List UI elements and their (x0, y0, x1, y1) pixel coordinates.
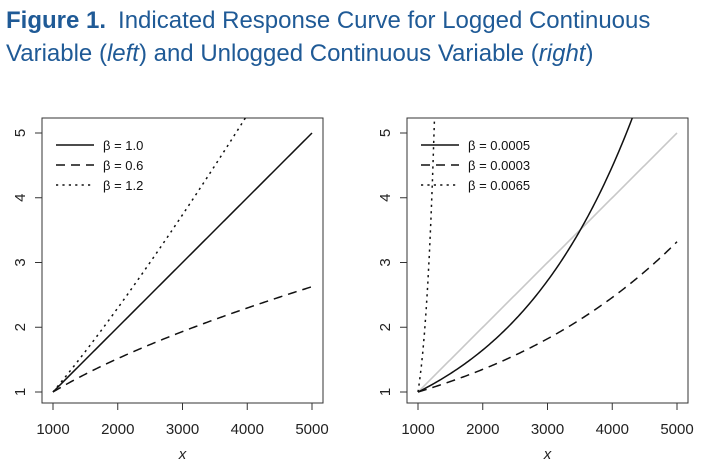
right-x-tick-label-3000: 3000 (531, 421, 564, 438)
left-y-tick-label-4: 4 (12, 194, 29, 202)
left-panel: 1000 2000 3000 4000 5000 1 2 3 4 5 x β = 1.0 β = 0.6… (12, 117, 329, 463)
left-y-tick-label-2: 2 (12, 323, 29, 331)
title-text-1: Indicated Response Curve for Logged Cont… (6, 7, 651, 67)
right-x-axis-label: x (543, 446, 552, 463)
left-y-tick-label-5: 5 (12, 129, 29, 137)
right-x-tick-label-5000: 5000 (660, 421, 693, 438)
right-x-tick-label-2000: 2000 (466, 421, 499, 438)
right-legend-label-dotted: β = 0.0065 (468, 178, 530, 193)
right-y-tick-label-5: 5 (377, 129, 394, 137)
left-x-axis-label: x (178, 446, 187, 463)
left-legend-label-solid: β = 1.0 (103, 138, 143, 153)
left-y-tick-label-3: 3 (12, 258, 29, 266)
left-legend-label-dotted: β = 1.2 (103, 178, 143, 193)
left-y-tick-label-1: 1 (12, 388, 29, 396)
right-x-tick-label-4000: 4000 (596, 421, 629, 438)
title-em-left: left (106, 40, 139, 67)
right-series-solid-line (417, 118, 634, 393)
right-y-tick-label-4: 4 (377, 194, 394, 202)
title-text-3: ) (585, 40, 594, 67)
left-x-tick-label-2000: 2000 (101, 421, 134, 438)
right-y-tick-label-1: 1 (377, 388, 394, 396)
right-series-dashed-line (417, 241, 678, 393)
right-legend-label-dashed: β = 0.0003 (468, 158, 530, 173)
figure-title: Figure 1. Indicated Response Curve for Lo… (6, 4, 706, 70)
right-y-tick-label-3: 3 (377, 258, 394, 266)
title-em-right: right (538, 40, 586, 67)
left-series-dotted-line (52, 118, 247, 393)
right-x-tick-label-1000: 1000 (401, 421, 434, 438)
title-text-2: ) and Unlogged Continuous Variable ( (138, 40, 539, 67)
right-y-tick-label-2: 2 (377, 323, 394, 331)
right-panel: 1000 2000 3000 4000 5000 1 2 3 4 5 x β = 0.0005 β = … (377, 117, 694, 463)
left-series-solid-line (52, 132, 313, 393)
figure-label: Figure 1. (6, 7, 107, 34)
right-reference-line (417, 132, 678, 393)
left-x-tick-label-3000: 3000 (166, 421, 199, 438)
left-legend-label-dashed: β = 0.6 (103, 158, 143, 173)
right-legend-label-solid: β = 0.0005 (468, 138, 530, 153)
left-x-tick-label-5000: 5000 (295, 421, 328, 438)
left-x-tick-label-4000: 4000 (231, 421, 264, 438)
left-series-dashed-line (52, 285, 313, 393)
left-x-tick-label-1000: 1000 (36, 421, 69, 438)
right-series-dotted-line (417, 118, 436, 393)
